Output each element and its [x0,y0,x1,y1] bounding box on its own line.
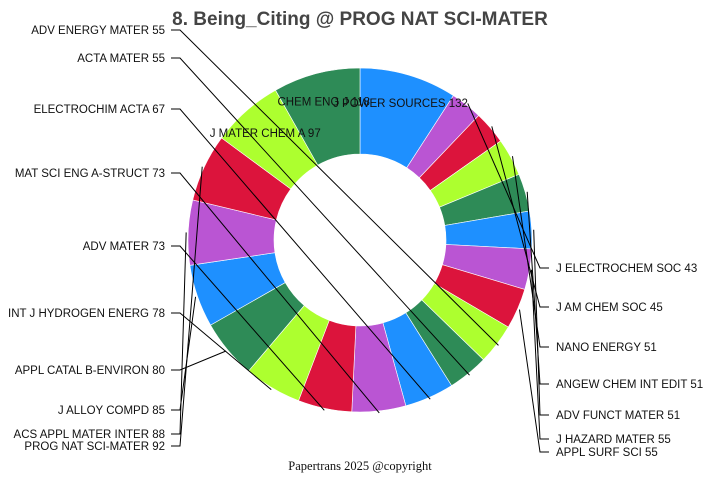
leader-line-acs-appl-mater-inter [171,232,187,435]
leader-line-nano-energy [511,156,549,348]
label-j-mater-chem-a: J MATER CHEM A 97 [210,128,321,140]
label-j-am-chem-soc: J AM CHEM SOC 45 [556,302,663,314]
label-appl-surf-sci: APPL SURF SCI 55 [556,447,658,459]
label-j-power-sources: J POWER SOURCES 132 [333,98,468,110]
label-int-j-hydrogen-energ: INT J HYDROGEN ENERG 78 [8,308,165,320]
leader-line-j-hazard-mater [530,269,549,440]
label-acs-appl-mater-inter: ACS APPL MATER INTER 88 [14,429,165,441]
label-j-hazard-mater: J HAZARD MATER 55 [556,434,671,446]
leader-line-adv-funct-mater [533,229,549,416]
leader-line-prog-nat-sci-mater [171,166,203,447]
leader-line-int-j-hydrogen-energ [171,312,272,391]
leader-line-j-electrochem-soc [467,103,549,269]
label-acta-mater: ACTA MATER 55 [77,53,165,65]
leader-line-adv-mater [171,245,325,411]
label-angew-chem-int-edit: ANGEW CHEM INT EDIT 51 [556,379,703,391]
leader-line-j-am-chem-soc [491,126,549,308]
leader-line-adv-energy-mater [171,29,499,346]
label-appl-catal-b-environ: APPL CATAL B-ENVIRON 80 [15,365,165,377]
label-chem-eng-j: CHEM ENG J 118 [277,97,369,109]
copyright-credit: Papertrans 2025 @copyright [288,459,432,473]
label-prog-nat-sci-mater: PROG NAT SCI-MATER 92 [24,441,165,453]
label-adv-funct-mater: ADV FUNCT MATER 51 [556,410,680,422]
leader-line-acta-mater [171,57,470,376]
leader-line-j-alloy-compd [171,296,197,411]
slice-chem-eng-j [275,67,361,166]
label-mat-sci-eng-a-struct: MAT SCI ENG A-STRUCT 73 [15,168,165,180]
label-j-electrochem-soc: J ELECTROCHEM SOC 43 [556,263,697,275]
leader-line-electrochim-acta [171,108,431,400]
leader-line-appl-catal-b-environ [171,350,227,371]
label-electrochim-acta: ELECTROCHIM ACTA 67 [34,104,165,116]
leader-line-appl-surf-sci [519,309,549,453]
leader-line-mat-sci-eng-a-struct [171,172,380,414]
label-adv-mater: ADV MATER 73 [83,241,165,253]
chart-title: 8. Being_Citing @ PROG NAT SCI-MATER [172,9,548,30]
label-adv-energy-mater: ADV ENERGY MATER 55 [31,25,165,37]
label-j-alloy-compd: J ALLOY COMPD 85 [58,405,165,417]
slices-group [187,67,533,413]
label-nano-energy: NANO ENERGY 51 [556,342,657,354]
leader-lines-group [171,29,549,453]
leader-line-angew-chem-int-edit [526,191,549,385]
labels-group: J POWER SOURCES 132 J ELECTROCHEM SOC 43 J… [8,25,703,459]
